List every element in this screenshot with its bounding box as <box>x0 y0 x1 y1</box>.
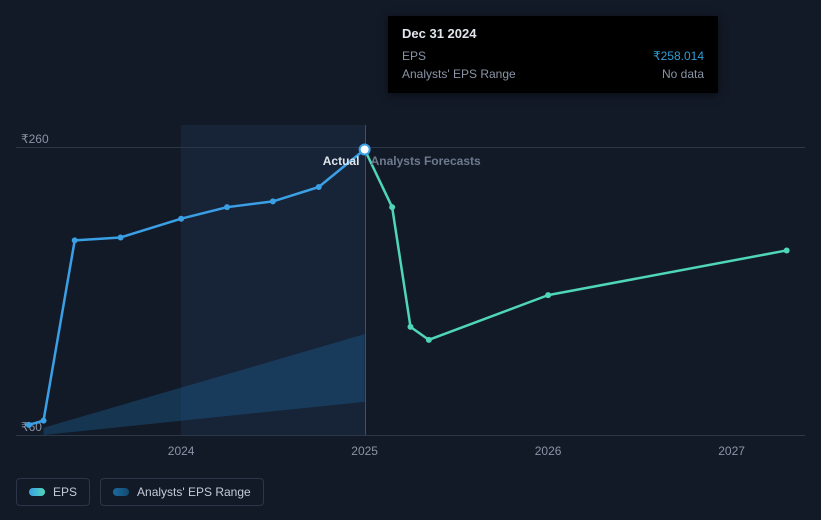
x-label-2027: 2027 <box>718 444 745 458</box>
legend-item-range[interactable]: Analysts' EPS Range <box>100 478 264 506</box>
tooltip-title: Dec 31 2024 <box>402 26 704 41</box>
tooltip-value: No data <box>662 65 704 83</box>
legend-swatch-eps <box>29 488 45 496</box>
legend-label: EPS <box>53 485 77 499</box>
tooltip-key: Analysts' EPS Range <box>402 65 516 83</box>
tooltip: Dec 31 2024 EPS ₹258.014 Analysts' EPS R… <box>388 16 718 93</box>
legend-item-eps[interactable]: EPS <box>16 478 90 506</box>
legend-label: Analysts' EPS Range <box>137 485 251 499</box>
x-label-2026: 2026 <box>535 444 562 458</box>
x-label-2025: 2025 <box>351 444 378 458</box>
region-label-forecast: Analysts Forecasts <box>371 154 481 168</box>
tooltip-row-range: Analysts' EPS Range No data <box>402 65 704 83</box>
region-label-actual: Actual <box>323 154 360 168</box>
legend: EPS Analysts' EPS Range <box>16 478 264 506</box>
legend-swatch-range <box>113 488 129 496</box>
x-label-2024: 2024 <box>168 444 195 458</box>
tooltip-value: ₹258.014 <box>653 47 704 65</box>
tooltip-row-eps: EPS ₹258.014 <box>402 47 704 65</box>
tooltip-key: EPS <box>402 47 426 65</box>
